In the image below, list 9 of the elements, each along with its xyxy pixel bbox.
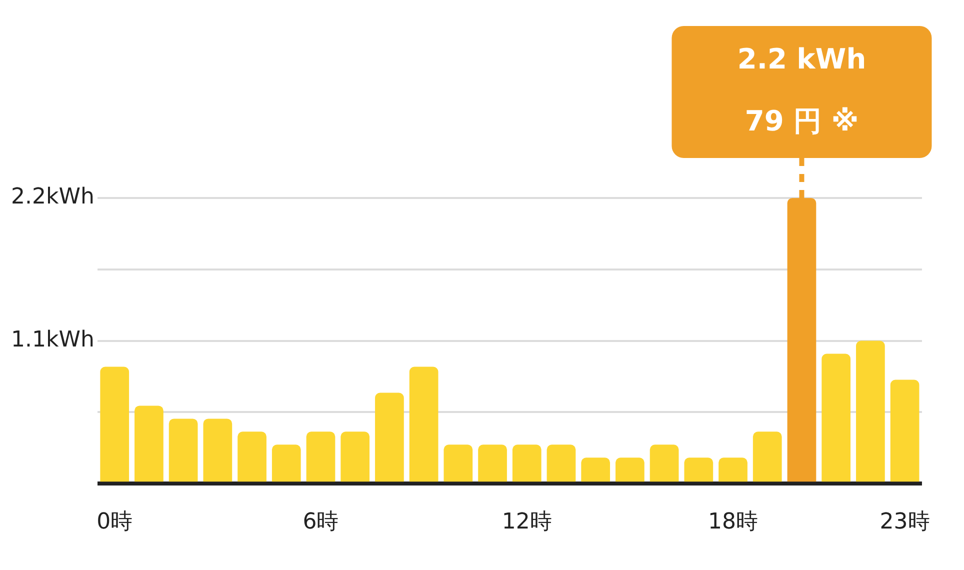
x-tick-label: 12時	[502, 510, 552, 535]
text: 2.2 kWh	[737, 42, 866, 76]
x-tick-label: 0時	[96, 510, 133, 535]
y-tick-label: 2.2kWh	[10, 184, 94, 210]
x-tick-label: 18時	[708, 510, 758, 535]
x-tick-label: 23時	[880, 510, 930, 535]
y-tick-label: 1.1kWh	[10, 328, 94, 353]
text: 79 円 ※	[744, 104, 859, 138]
x-tick-label: 6時	[302, 510, 339, 535]
